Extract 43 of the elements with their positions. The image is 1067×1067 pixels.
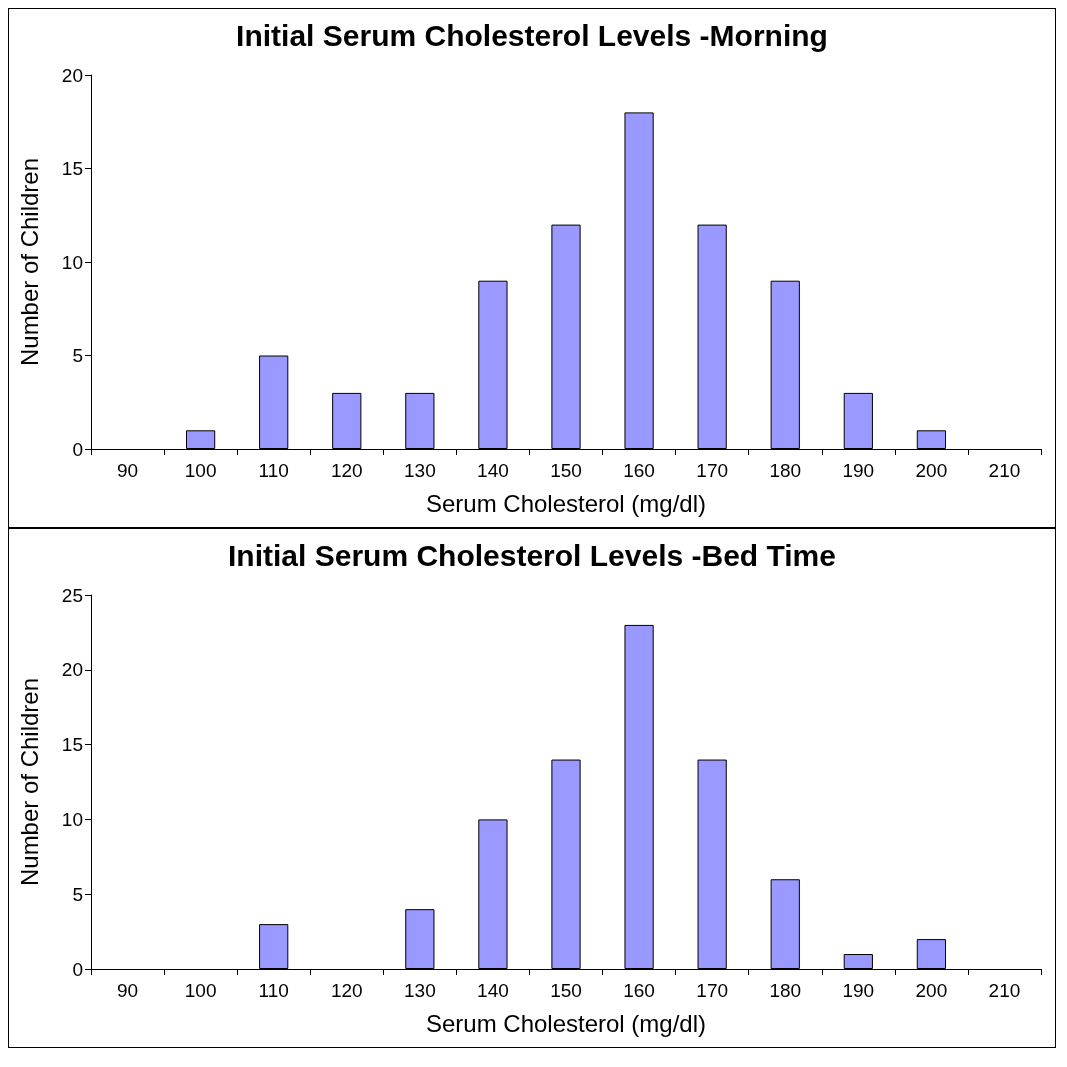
x-tick-label: 130 <box>403 460 436 481</box>
x-axis-title: Serum Cholesterol (mg/dl) <box>425 489 707 517</box>
x-tick-label: 110 <box>258 980 289 1001</box>
x-tick-label: 120 <box>330 460 363 481</box>
x-tick-label: 100 <box>184 460 217 481</box>
chart-title: Initial Serum Cholesterol Levels -Morning <box>236 18 828 52</box>
x-tick-label: 200 <box>915 460 948 481</box>
x-tick-label: 110 <box>258 460 289 481</box>
x-tick-label: 210 <box>988 980 1021 1001</box>
chart-title: Initial Serum Cholesterol Levels -Bed Time <box>228 538 836 572</box>
x-tick-label: 200 <box>915 980 948 1001</box>
x-tick-label: 180 <box>769 980 802 1001</box>
y-tick-label: 10 <box>61 808 83 830</box>
y-tick-label: 20 <box>61 659 83 681</box>
x-tick-label: 140 <box>477 460 509 481</box>
y-tick-label: 10 <box>61 251 83 273</box>
x-tick-label: 120 <box>330 980 363 1001</box>
x-tick-label: 190 <box>842 980 875 1001</box>
x-tick-label: 210 <box>988 460 1021 481</box>
x-tick-label: 180 <box>769 460 802 481</box>
y-tick-label: 5 <box>72 883 83 905</box>
y-tick-label: 0 <box>72 958 83 980</box>
x-tick-label: 160 <box>623 460 655 481</box>
y-tick-label: 15 <box>61 158 83 179</box>
x-tick-label: 170 <box>696 980 729 1001</box>
x-tick-label: 90 <box>116 980 139 1001</box>
x-tick-label: 140 <box>477 980 509 1001</box>
x-tick-label: 90 <box>116 460 139 481</box>
y-tick-label: 15 <box>61 734 83 756</box>
x-tick-label: 150 <box>550 460 582 481</box>
x-tick-label: 150 <box>550 980 582 1001</box>
x-axis-title: Serum Cholesterol (mg/dl) <box>425 1009 707 1037</box>
x-tick-label: 130 <box>403 980 436 1001</box>
y-tick-label: 20 <box>61 64 83 86</box>
x-tick-label: 100 <box>184 980 217 1001</box>
y-tick-label: 0 <box>72 438 83 460</box>
y-axis-title: Number of Children <box>15 677 43 887</box>
y-axis-title: Number of Children <box>15 157 43 367</box>
x-tick-label: 170 <box>696 460 729 481</box>
x-tick-label: 160 <box>623 980 655 1001</box>
y-tick-label: 25 <box>61 584 83 606</box>
x-tick-label: 190 <box>842 460 875 481</box>
y-tick-label: 5 <box>72 345 83 366</box>
